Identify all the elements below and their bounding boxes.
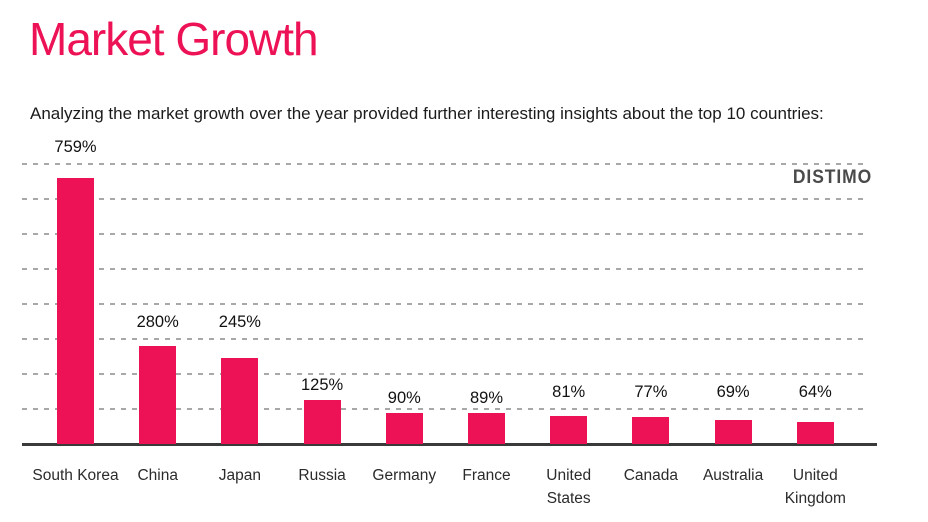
category-label: Canada — [623, 467, 679, 484]
category-label: France — [462, 467, 511, 484]
distimo-logo: DISTIMO — [792, 167, 872, 188]
bar-france — [468, 412, 505, 444]
value-label: 90% — [387, 388, 421, 407]
gridline-300 — [22, 338, 863, 340]
bar-china — [139, 346, 177, 444]
value-label: 245% — [218, 313, 261, 331]
page-subtitle: Analyzing the market growth over the yea… — [30, 104, 824, 123]
bar-canada — [632, 417, 670, 444]
value-label: 69% — [716, 383, 750, 401]
bar-japan — [221, 358, 259, 444]
value-label: 759% — [54, 138, 97, 156]
value-label: 89% — [469, 388, 504, 407]
bar-united-kingdom — [796, 421, 834, 444]
category-label: Russia — [298, 467, 346, 484]
x-axis-line — [22, 443, 877, 446]
gridline-500 — [22, 268, 863, 270]
bar-germany — [385, 412, 423, 444]
bar-united-states — [550, 415, 588, 444]
category-label: United States — [546, 467, 592, 507]
value-label: 64% — [798, 383, 832, 401]
bar-australia — [714, 419, 752, 444]
page-title: Market Growth — [29, 13, 319, 65]
value-label: 125% — [300, 376, 344, 395]
gridline-600 — [22, 233, 863, 235]
gridline-400 — [22, 303, 863, 305]
gridline-200 — [22, 373, 863, 375]
gridline-100 — [22, 408, 863, 410]
bar-chart: DISTIMO 759% South Korea 280% China 245% Japa… — [22, 138, 877, 507]
value-label: 280% — [136, 313, 179, 331]
category-label: Germany — [372, 467, 437, 484]
bar-south-korea — [57, 178, 94, 444]
category-label: Japan — [218, 467, 261, 484]
category-label: South Korea — [32, 467, 119, 484]
category-label: United Kingdom — [784, 467, 846, 507]
value-label: 81% — [552, 383, 586, 401]
category-label: China — [137, 467, 178, 484]
category-label: Australia — [702, 467, 764, 484]
gridline-800 — [22, 163, 863, 165]
bar-russia — [303, 400, 341, 444]
value-label: 77% — [634, 383, 668, 401]
gridline-700 — [22, 198, 863, 200]
